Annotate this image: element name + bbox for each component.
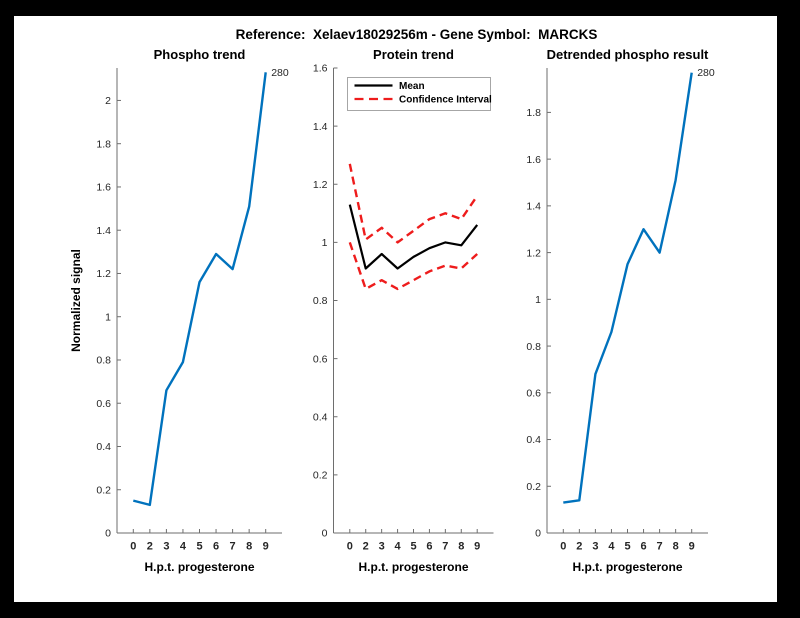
- y-tick-label: 0.4: [96, 441, 111, 453]
- ci-upper-line: [348, 163, 479, 244]
- ci-lower-line: [348, 242, 479, 291]
- y-axis-label: Normalized signal: [69, 249, 83, 352]
- y-tick-label: 0.6: [96, 398, 111, 410]
- y-tick-label: 1.2: [313, 179, 328, 191]
- x-tick-label: 9: [474, 541, 480, 553]
- y-tick-label: 1: [322, 237, 328, 249]
- x-tick-label: 5: [196, 541, 202, 553]
- y-tick-label: 0.2: [313, 470, 328, 482]
- x-tick-label: 5: [410, 541, 416, 553]
- y-tick-label: 1.4: [313, 121, 328, 133]
- x-tick-label: 3: [592, 541, 598, 553]
- y-tick-label: 1.6: [526, 154, 541, 166]
- x-tick-label: 7: [442, 541, 448, 553]
- x-axis-label: H.p.t. progesterone: [144, 560, 254, 574]
- y-tick-label: 1.8: [96, 138, 111, 150]
- x-tick-label: 4: [608, 541, 615, 553]
- x-tick-label: 3: [163, 541, 169, 553]
- y-tick-label: 1.6: [313, 63, 328, 75]
- y-tick-label: 0.4: [526, 434, 541, 446]
- y-tick-label: 1.6: [96, 182, 111, 194]
- x-tick-label: 8: [458, 541, 464, 553]
- y-tick-label: 0.8: [526, 341, 541, 353]
- x-tick-label: 4: [180, 541, 187, 553]
- chart-title: Phospho trend: [154, 47, 246, 62]
- x-axis-label: H.p.t. progesterone: [572, 560, 682, 574]
- x-tick-label: 0: [130, 541, 136, 553]
- x-tick-label: 5: [624, 541, 630, 553]
- legend-label: Confidence Interval: [399, 95, 492, 106]
- subplots-svg: 00.20.40.60.811.21.41.61.820 2 3 4 5 6 7 8 9H.p.…: [69, 47, 715, 574]
- x-tick-label: 9: [689, 541, 695, 553]
- endpoint-annotation: 280: [697, 67, 715, 79]
- x-tick-label: 6: [426, 541, 432, 553]
- figure-title: Reference: Xelaev18029256m - Gene Symbol…: [235, 27, 598, 42]
- legend-box: [347, 77, 491, 111]
- mean-line: [348, 204, 479, 270]
- y-tick-label: 1.2: [526, 247, 541, 259]
- y-tick-label: 0.6: [526, 387, 541, 399]
- y-tick-label: 0.2: [96, 484, 111, 496]
- phospho-trend-line: [132, 72, 267, 507]
- y-tick-label: 0: [105, 528, 111, 540]
- x-axis-label: H.p.t. progesterone: [358, 560, 468, 574]
- detrended-phospho-line: [563, 72, 693, 504]
- x-tick-label: 3: [379, 541, 385, 553]
- y-tick-label: 2: [105, 95, 111, 107]
- y-tick-label: 0.8: [313, 295, 328, 307]
- figure-canvas: Reference: Xelaev18029256m - Gene Symbol…: [14, 16, 777, 602]
- x-tick-label: 8: [246, 541, 252, 553]
- x-tick-label: 2: [576, 541, 582, 553]
- x-tick-label: 0: [347, 541, 353, 553]
- y-tick-label: 0: [322, 528, 328, 540]
- y-tick-label: 1.2: [96, 268, 111, 280]
- x-tick-label: 7: [657, 541, 663, 553]
- chart-detrended-phospho-result: 00.20.40.60.811.21.41.61.80 2 3 4 5 6 7 8 9H.p.t…: [526, 47, 714, 574]
- x-tick-label: 8: [673, 541, 679, 553]
- x-tick-label: 6: [213, 541, 219, 553]
- x-tick-label: 2: [363, 541, 369, 553]
- endpoint-annotation: 280: [271, 67, 289, 79]
- chart-protein-trend: 00.20.40.60.811.21.41.60 2 3 4 5 6 7 8 9H.p.t. p…: [313, 47, 494, 574]
- chart-title: Protein trend: [373, 47, 454, 62]
- y-tick-label: 0: [535, 528, 541, 540]
- x-tick-label: 4: [395, 541, 402, 553]
- y-tick-label: 1: [535, 294, 541, 306]
- y-tick-label: 1.8: [526, 107, 541, 119]
- y-tick-label: 1: [105, 311, 111, 323]
- y-tick-label: 1.4: [526, 201, 541, 213]
- x-tick-label: 7: [230, 541, 236, 553]
- x-tick-label: 6: [640, 541, 646, 553]
- chart-title: Detrended phospho result: [547, 47, 709, 62]
- legend-label: Mean: [399, 81, 425, 92]
- y-tick-label: 0.6: [313, 353, 328, 365]
- y-tick-label: 0.2: [526, 481, 541, 493]
- y-tick-label: 0.8: [96, 355, 111, 367]
- y-tick-label: 1.4: [96, 225, 111, 237]
- x-tick-label: 2: [147, 541, 153, 553]
- x-tick-label: 0: [560, 541, 566, 553]
- x-tick-label: 9: [263, 541, 269, 553]
- y-tick-label: 0.4: [313, 411, 328, 423]
- chart-phospho-trend: 00.20.40.60.811.21.41.61.820 2 3 4 5 6 7 8 9H.p.…: [69, 47, 289, 574]
